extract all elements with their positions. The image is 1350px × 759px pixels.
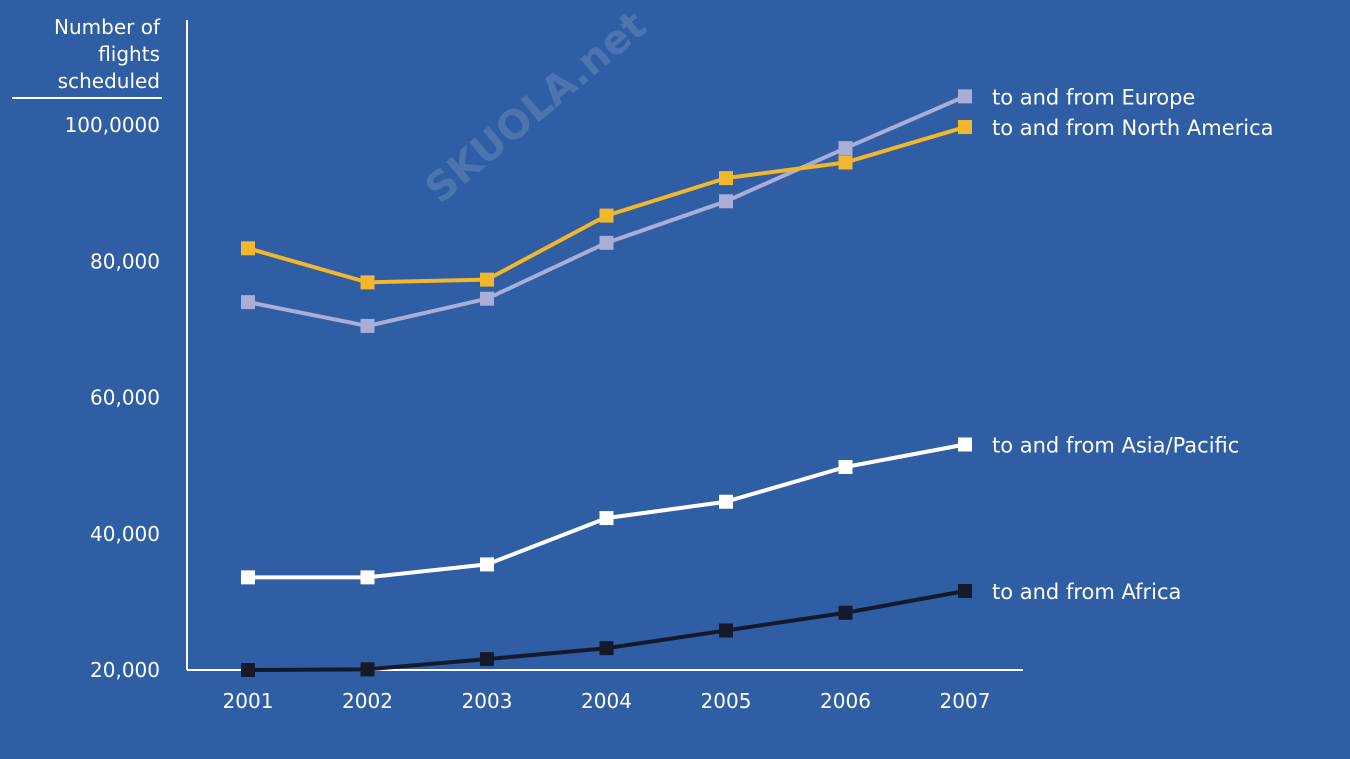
- data-point-marker: [838, 155, 853, 170]
- y-tick-label: 100,0000: [65, 113, 160, 137]
- x-tick-label: 2007: [940, 689, 991, 713]
- series-line: [247, 125, 966, 285]
- data-point-marker: [719, 171, 733, 186]
- series: to and from Africa: [241, 580, 1181, 677]
- data-point-marker: [480, 557, 494, 572]
- data-point-marker: [958, 120, 972, 135]
- data-point-marker: [241, 663, 255, 677]
- data-point-marker: [360, 662, 375, 677]
- data-point-marker: [599, 511, 614, 526]
- y-axis-label-line-3: scheduled: [58, 69, 160, 93]
- series-layer: to and from Europe to and from North Amer…: [241, 85, 1274, 677]
- x-tick-label: 2005: [701, 689, 752, 713]
- data-point-marker: [719, 194, 733, 209]
- data-point-marker: [360, 275, 375, 290]
- y-tick-label: 20,000: [90, 658, 160, 682]
- data-point-marker: [599, 235, 614, 250]
- data-point-marker: [241, 295, 255, 310]
- series: to and from North America: [241, 116, 1274, 290]
- y-tick-label: 80,000: [90, 249, 160, 273]
- data-point-marker: [480, 272, 494, 287]
- data-point-marker: [958, 583, 972, 598]
- data-point-marker: [719, 494, 733, 509]
- y-tick-labels: 20,000 40,000 60,000 80,000 100,0000: [65, 113, 160, 682]
- series-label: to and from Africa: [992, 580, 1181, 604]
- x-tick-label: 2002: [342, 689, 393, 713]
- data-point-marker: [958, 437, 972, 452]
- data-point-marker: [958, 89, 972, 104]
- data-point-marker: [360, 318, 375, 333]
- data-point-marker: [599, 641, 614, 656]
- y-axis-label: Number of flights scheduled: [54, 15, 161, 93]
- y-tick-label: 60,000: [90, 386, 160, 410]
- y-tick-label: 40,000: [90, 522, 160, 546]
- x-tick-labels: 2001 2002 2003 2004 2005 2006 2007: [223, 689, 991, 713]
- x-tick-label: 2003: [462, 689, 513, 713]
- y-axis-label-line-2: flights: [98, 42, 160, 66]
- series-line: [248, 442, 966, 580]
- x-tick-label: 2001: [223, 689, 274, 713]
- data-point-marker: [360, 570, 375, 585]
- series-label: to and from Europe: [992, 85, 1195, 109]
- data-point-marker: [838, 459, 853, 474]
- data-point-marker: [838, 141, 853, 156]
- x-tick-label: 2004: [581, 689, 632, 713]
- series-label: to and from Asia/Pacific: [992, 434, 1239, 458]
- data-point-marker: [719, 623, 733, 638]
- series-line: [247, 589, 966, 672]
- series: to and from Europe: [241, 85, 1195, 333]
- series: to and from Asia/Pacific: [241, 434, 1239, 585]
- series-label: to and from North America: [992, 116, 1274, 140]
- data-point-marker: [241, 241, 255, 256]
- data-point-marker: [241, 570, 255, 585]
- data-point-marker: [838, 605, 853, 620]
- watermark: SKUOLA.net: [417, 2, 655, 213]
- y-axis-label-line-1: Number of: [54, 15, 161, 39]
- data-point-marker: [599, 208, 614, 223]
- data-point-marker: [480, 652, 494, 667]
- x-tick-label: 2006: [820, 689, 871, 713]
- data-point-marker: [480, 291, 494, 306]
